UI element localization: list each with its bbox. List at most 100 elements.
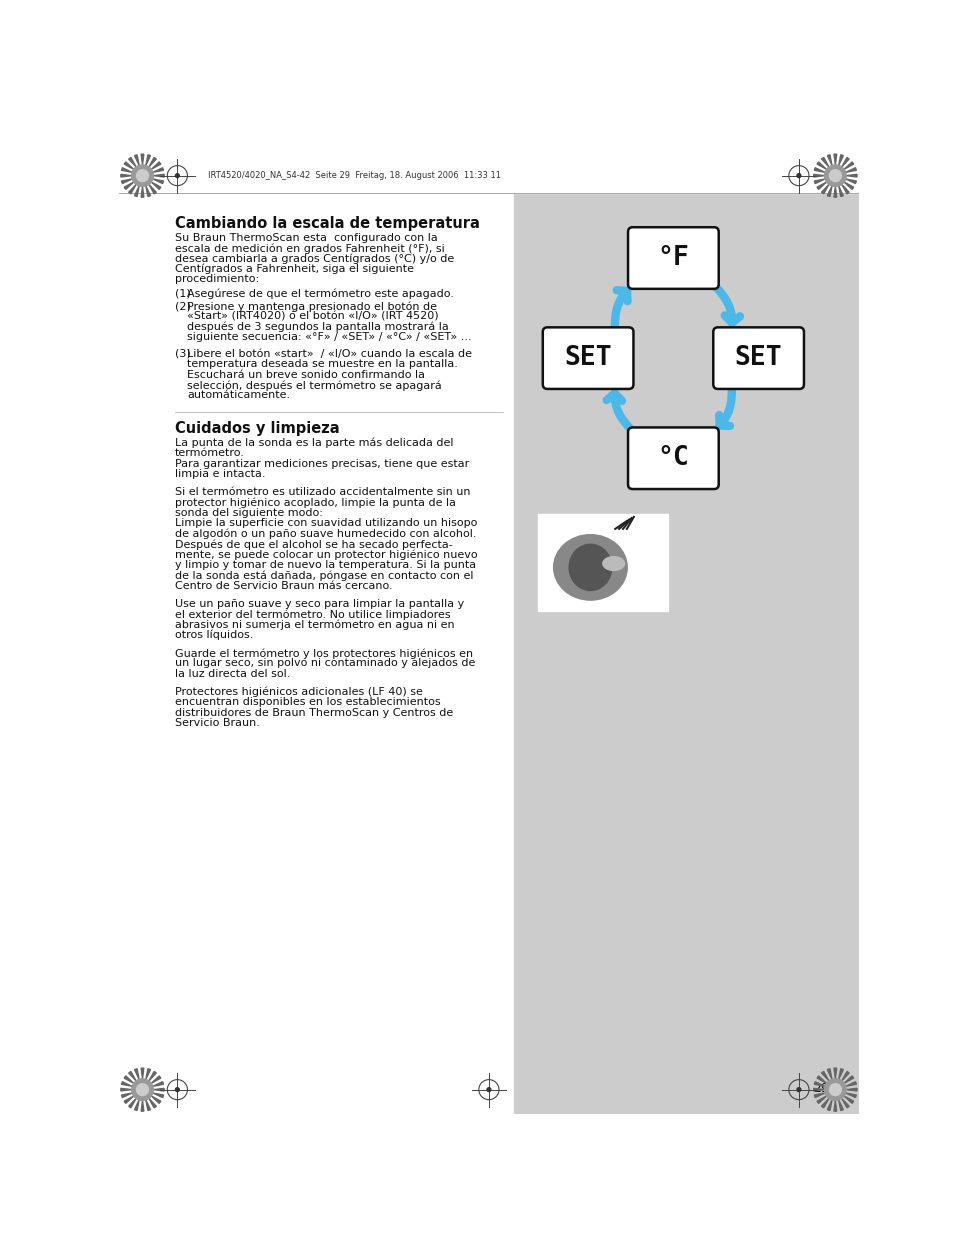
Polygon shape <box>821 1072 828 1080</box>
Polygon shape <box>844 168 856 173</box>
Polygon shape <box>843 1096 853 1103</box>
Polygon shape <box>838 1101 842 1111</box>
Text: de algodón o un paño suave humedecido con alcohol.: de algodón o un paño suave humedecido co… <box>174 528 476 540</box>
Text: Si el termómetro es utilizado accidentalmente sin un: Si el termómetro es utilizado accidental… <box>174 487 470 497</box>
Polygon shape <box>121 179 132 184</box>
Polygon shape <box>841 158 848 167</box>
Text: mente, se puede colocar un protector higiénico nuevo: mente, se puede colocar un protector hig… <box>174 550 477 560</box>
Text: y limpio y tomar de nuevo la temperatura. Si la punta: y limpio y tomar de nuevo la temperatura… <box>174 560 476 570</box>
Polygon shape <box>134 1069 139 1079</box>
Polygon shape <box>843 1075 853 1083</box>
Text: (3): (3) <box>174 349 191 359</box>
Bar <box>514 193 858 1114</box>
Circle shape <box>132 1079 153 1101</box>
Polygon shape <box>826 185 831 197</box>
Text: °F: °F <box>657 245 688 270</box>
Text: (1): (1) <box>174 289 191 299</box>
Text: abrasivos ni sumerja el termómetro en agua ni en: abrasivos ni sumerja el termómetro en ag… <box>174 620 455 630</box>
Text: selección, después el termómetro se apagará: selección, después el termómetro se apag… <box>187 381 442 391</box>
Polygon shape <box>129 158 136 167</box>
Polygon shape <box>826 155 831 165</box>
Circle shape <box>136 1084 149 1096</box>
Circle shape <box>828 1084 841 1096</box>
Polygon shape <box>129 1072 136 1080</box>
Circle shape <box>175 1088 179 1092</box>
Text: Servicio Braun.: Servicio Braun. <box>174 719 259 729</box>
FancyBboxPatch shape <box>627 228 718 289</box>
Text: IRT4520/4020_NA_S4-42  Seite 29  Freitag, 18. August 2006  11:33 11: IRT4520/4020_NA_S4-42 Seite 29 Freitag, … <box>208 172 501 180</box>
Polygon shape <box>146 155 151 165</box>
Text: la luz directa del sol.: la luz directa del sol. <box>174 669 290 679</box>
Text: SET: SET <box>734 346 781 371</box>
Polygon shape <box>121 168 132 173</box>
Circle shape <box>132 165 153 187</box>
Polygon shape <box>149 184 156 194</box>
Polygon shape <box>813 174 823 177</box>
Text: Para garantizar mediciones precisas, tiene que estar: Para garantizar mediciones precisas, tie… <box>174 458 469 468</box>
Text: un lugar seco, sin polvo ni contaminado y alejados de: un lugar seco, sin polvo ni contaminado … <box>174 659 475 669</box>
Polygon shape <box>124 182 133 189</box>
Polygon shape <box>813 1088 823 1090</box>
Polygon shape <box>124 1075 133 1083</box>
Text: temperatura deseada se muestre en la pantalla.: temperatura deseada se muestre en la pan… <box>187 359 457 369</box>
Polygon shape <box>816 182 825 189</box>
Text: SET: SET <box>564 346 611 371</box>
Polygon shape <box>141 187 144 197</box>
Polygon shape <box>134 1101 139 1111</box>
Polygon shape <box>152 182 161 189</box>
Text: sonda del siguiente modo:: sonda del siguiente modo: <box>174 508 322 518</box>
Polygon shape <box>814 1082 824 1087</box>
Polygon shape <box>129 184 136 194</box>
Polygon shape <box>153 1088 164 1090</box>
Polygon shape <box>153 174 164 177</box>
Polygon shape <box>821 184 828 194</box>
Polygon shape <box>146 185 151 197</box>
Text: el exterior del termómetro. No utilice limpiadores: el exterior del termómetro. No utilice l… <box>174 610 450 620</box>
Polygon shape <box>124 162 133 169</box>
Ellipse shape <box>602 557 624 571</box>
FancyBboxPatch shape <box>627 427 718 490</box>
Polygon shape <box>814 1093 824 1098</box>
Text: Escuchará un breve sonido confirmando la: Escuchará un breve sonido confirmando la <box>187 369 425 379</box>
Polygon shape <box>841 1072 848 1080</box>
Text: Asegúrese de que el termómetro este apagado.: Asegúrese de que el termómetro este apag… <box>187 289 454 299</box>
Text: °C: °C <box>657 446 688 471</box>
Text: Cuidados y limpieza: Cuidados y limpieza <box>174 421 339 436</box>
Polygon shape <box>134 185 139 197</box>
Polygon shape <box>149 1072 156 1080</box>
Polygon shape <box>152 168 163 173</box>
Text: escala de medición en grados Fahrenheit (°F), si: escala de medición en grados Fahrenheit … <box>174 243 444 253</box>
Bar <box>537 515 667 611</box>
Polygon shape <box>841 1098 848 1108</box>
Text: Cambiando la escala de temperatura: Cambiando la escala de temperatura <box>174 215 479 230</box>
Polygon shape <box>816 1096 825 1103</box>
Polygon shape <box>121 1088 132 1090</box>
Text: de la sonda está dañada, póngase en contacto con el: de la sonda está dañada, póngase en cont… <box>174 570 473 581</box>
Polygon shape <box>152 1082 163 1087</box>
Text: Libere el botón «start»  / «I/O» cuando la escala de: Libere el botón «start» / «I/O» cuando l… <box>187 349 472 359</box>
Polygon shape <box>821 1098 828 1108</box>
Polygon shape <box>814 168 824 173</box>
Text: protector higiénico acoplado, limpie la punta de la: protector higiénico acoplado, limpie la … <box>174 497 456 508</box>
Bar <box>119 150 858 193</box>
Text: Limpie la superficie con suavidad utilizando un hisopo: Limpie la superficie con suavidad utiliz… <box>174 518 476 528</box>
Text: Guarde el termómetro y los protectores higiénicos en: Guarde el termómetro y los protectores h… <box>174 649 473 659</box>
Text: Su Braun ThermoScan esta  configurado con la: Su Braun ThermoScan esta configurado con… <box>174 233 437 243</box>
Circle shape <box>823 165 845 187</box>
Polygon shape <box>146 1101 151 1111</box>
Polygon shape <box>826 1101 831 1111</box>
Polygon shape <box>843 162 853 169</box>
Polygon shape <box>149 1098 156 1108</box>
Text: limpia e intacta.: limpia e intacta. <box>174 470 265 480</box>
Polygon shape <box>121 174 132 177</box>
Polygon shape <box>146 1069 151 1079</box>
Polygon shape <box>841 184 848 194</box>
Polygon shape <box>134 155 139 165</box>
Text: Use un paño suave y seco para limpiar la pantalla y: Use un paño suave y seco para limpiar la… <box>174 598 464 608</box>
FancyBboxPatch shape <box>542 327 633 389</box>
Polygon shape <box>838 185 842 197</box>
Polygon shape <box>124 1096 133 1103</box>
Text: automáticamente.: automáticamente. <box>187 391 291 401</box>
Polygon shape <box>844 1082 856 1087</box>
Polygon shape <box>833 1101 836 1112</box>
